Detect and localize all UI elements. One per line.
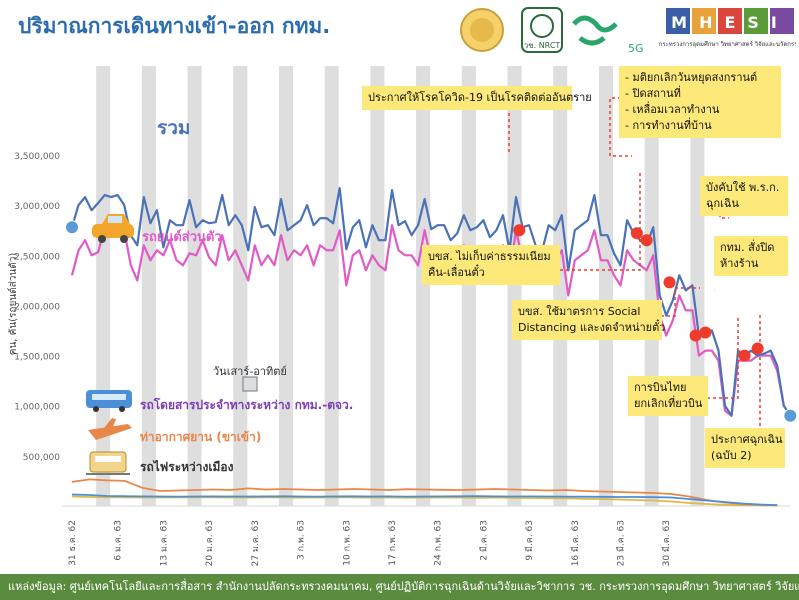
y-tick-label: 3,000,000 bbox=[14, 202, 60, 212]
x-tick-label: 27 ม.ค. 63 bbox=[251, 520, 261, 566]
vc5g-logo: 5G bbox=[572, 15, 644, 55]
series-label-car: รถยนต์ส่วนตัว bbox=[142, 230, 222, 245]
x-tick-label: 31 ธ.ค. 62 bbox=[68, 520, 78, 566]
mhesi-subtext: กระทรวงการอุดมศึกษา วิทยาศาสตร์ วิจัยและ… bbox=[659, 40, 796, 48]
y-tick-label: 3,500,000 bbox=[14, 152, 60, 162]
event-marker bbox=[630, 227, 643, 240]
endpoint-marker bbox=[65, 220, 79, 235]
y-axis-title: คน, คัน(รถยนต์ส่วนตัว) bbox=[7, 253, 19, 356]
car-icon bbox=[92, 214, 134, 243]
callout-bkk-close: กทม. สั่งปิด ห้างร้าน bbox=[714, 236, 788, 276]
y-tick-label: 2,500,000 bbox=[14, 252, 60, 262]
fiveg-text: 5G bbox=[628, 42, 644, 55]
x-tick-label: 30 มี.ค. 63 bbox=[661, 520, 672, 566]
x-tick-label: 3 ก.พ. 63 bbox=[297, 520, 307, 560]
series-label-total: รวม bbox=[157, 117, 191, 139]
event-marker bbox=[751, 342, 764, 355]
event-marker bbox=[738, 349, 751, 362]
callout-social: บขส. ใช้มาตรการ Social Distancing และงดจ… bbox=[512, 300, 665, 340]
weekend-band bbox=[507, 66, 522, 506]
weekend-legend-swatch bbox=[242, 376, 258, 392]
mhesi-logo: MHESI กระทรวงการอุดมศึกษา วิทยาศาสตร์ วิ… bbox=[659, 8, 796, 48]
weekend-band bbox=[187, 66, 202, 506]
x-tick-label: 17 ก.พ. 63 bbox=[388, 520, 398, 566]
series-label-bus: รถโดยสารประจำทางระหว่าง กทม.-ตจว. bbox=[140, 398, 354, 412]
weekend-band bbox=[370, 66, 385, 506]
endpoint-marker bbox=[783, 408, 798, 423]
callout-thai: การบินไทย ยกเลิกเที่ยวบิน bbox=[628, 376, 708, 416]
y-axis: 500,000 1,000,000 1,500,000 2,000,000 2,500,… bbox=[14, 152, 60, 463]
seal-logo bbox=[460, 8, 504, 52]
x-tick-label: 23 มี.ค. 63 bbox=[616, 520, 627, 566]
airplane-icon bbox=[88, 418, 132, 440]
y-tick-label: 1,000,000 bbox=[14, 403, 60, 413]
x-axis: 31 ธ.ค. 62 6 ม.ค. 63 13 ม.ค. 63 20 ม.ค. 63 2… bbox=[68, 520, 672, 566]
nrct-logo: วช. NRCT bbox=[521, 7, 563, 53]
callout-emergency: ประกาศฉุกเฉิน (ฉบับ 2) bbox=[705, 428, 785, 468]
nrct-text: วช. NRCT bbox=[524, 41, 561, 50]
weekend-band bbox=[141, 66, 156, 506]
event-marker bbox=[689, 329, 702, 342]
event-marker bbox=[663, 276, 676, 289]
weekend-band bbox=[461, 66, 476, 506]
y-tick-label: 2,000,000 bbox=[14, 302, 60, 312]
leader-thai bbox=[707, 316, 739, 399]
x-tick-label: 20 ม.ค. 63 bbox=[205, 520, 215, 566]
x-tick-label: 24 ก.พ. 63 bbox=[434, 520, 444, 566]
x-tick-label: 2 มี.ค. 63 bbox=[478, 520, 489, 561]
weekend-band bbox=[416, 66, 431, 506]
weekend-band bbox=[598, 66, 613, 506]
source-footer: แหล่งข้อมูล: ศูนย์เทคโนโลยีและการสื่อสาร… bbox=[0, 574, 799, 600]
event-marker bbox=[513, 224, 526, 237]
leader-social bbox=[661, 287, 700, 317]
page-title: ปริมาณการเดินทางเข้า-ออก กทม. bbox=[18, 14, 331, 38]
y-tick-label: 500,000 bbox=[23, 453, 60, 463]
bus-icon bbox=[86, 390, 132, 412]
leader-toll bbox=[560, 170, 641, 271]
weekend-band bbox=[96, 66, 111, 506]
leader-measures bbox=[609, 97, 632, 157]
event-marker bbox=[699, 326, 712, 339]
weekend-band bbox=[324, 66, 339, 506]
x-tick-label: 16 มี.ค. 63 bbox=[570, 520, 581, 566]
series-lines bbox=[70, 187, 792, 507]
mhesi-text: MHESI bbox=[671, 13, 789, 32]
logo-strip: วช. NRCT 5G MHESI กระทรวงการอุดมศึกษา วิ… bbox=[460, 7, 796, 55]
callout-toll: บขส. ไม่เก็บค่าธรรมเนียม คืน-เลื่อนตั๋ว bbox=[422, 245, 560, 285]
series-label-train: รถไฟระหว่างเมือง bbox=[140, 460, 234, 474]
x-tick-label: 6 ม.ค. 63 bbox=[114, 520, 124, 561]
x-tick-label: 13 ม.ค. 63 bbox=[159, 520, 169, 566]
weekend-band bbox=[278, 66, 294, 506]
weekend-band bbox=[553, 66, 568, 506]
event-marker bbox=[640, 234, 653, 247]
x-tick-label: 10 ก.พ. 63 bbox=[342, 520, 352, 566]
series-line-total bbox=[70, 187, 792, 417]
callout-measures: - มติยกเลิกวันหยุดสงกรานต์ - ปิดสถานที่ … bbox=[619, 66, 781, 138]
callout-covid: ประกาศให้โรคโควิด-19 เป็นโรคติดต่ออันตรา… bbox=[362, 86, 592, 110]
series-line-air bbox=[71, 478, 778, 507]
y-tick-label: 1,500,000 bbox=[14, 353, 60, 363]
series-label-air: ท่าอากาศยาน (ขาเข้า) bbox=[140, 430, 262, 444]
callout-decree: บังคับใช้ พ.ร.ก. ฉุกเฉิน bbox=[700, 176, 788, 216]
x-tick-label: 9 มี.ค. 63 bbox=[524, 520, 535, 561]
leader-emergency bbox=[748, 312, 761, 439]
train-icon bbox=[86, 451, 130, 475]
series-line-bus bbox=[71, 493, 778, 507]
weekend-band bbox=[233, 66, 248, 506]
weekend-legend-label: วันเสาร์-อาทิตย์ bbox=[213, 365, 287, 378]
